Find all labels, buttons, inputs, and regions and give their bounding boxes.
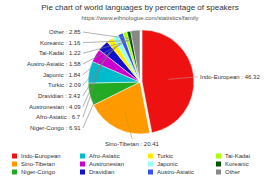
svg-text:Other: Other (225, 169, 240, 175)
svg-text:Japonic: Japonic (157, 161, 178, 167)
svg-text:Austronesian : 4.09: Austronesian : 4.09 (29, 104, 81, 110)
svg-text:Dravidian : 3.43: Dravidian : 3.43 (38, 93, 81, 99)
svg-text:Niger-Congo: Niger-Congo (21, 169, 56, 175)
svg-text:Indo-European : 46.32: Indo-European : 46.32 (200, 74, 260, 80)
svg-text:Koreanic: Koreanic (225, 161, 249, 167)
svg-text:Austro-Asiatic : 1.58: Austro-Asiatic : 1.58 (27, 61, 81, 67)
svg-text:Turkic : 2.09: Turkic : 2.09 (48, 82, 81, 88)
svg-text:Sino-Tibetan: Sino-Tibetan (21, 161, 55, 167)
svg-text:Turkic: Turkic (157, 153, 173, 159)
svg-text:Tai-Kadai : 1.22: Tai-Kadai : 1.22 (39, 50, 81, 56)
svg-text:Afro-Asiatic : 6.7: Afro-Asiatic : 6.7 (36, 114, 81, 120)
svg-text:Dravidian: Dravidian (89, 169, 114, 175)
svg-text:Niger-Congo : 6.91: Niger-Congo : 6.91 (30, 125, 81, 131)
svg-text:Other : 2.85: Other : 2.85 (49, 29, 81, 35)
svg-text:Sino-Tibetan : 20.41: Sino-Tibetan : 20.41 (105, 141, 159, 147)
svg-text:Austronesian: Austronesian (89, 161, 124, 167)
svg-text:Pie chart of world languages b: Pie chart of world languages by percenta… (41, 3, 238, 21)
svg-text:Koreanic : 1.16: Koreanic : 1.16 (40, 40, 81, 46)
svg-text:Japonic : 1.84: Japonic : 1.84 (43, 72, 81, 78)
svg-text:Afro-Asiatic: Afro-Asiatic (89, 153, 120, 159)
svg-text:Indo-European: Indo-European (21, 153, 61, 159)
svg-text:Austro-Asiatic: Austro-Asiatic (157, 169, 194, 175)
svg-text:Tai-Kadai: Tai-Kadai (225, 153, 250, 159)
